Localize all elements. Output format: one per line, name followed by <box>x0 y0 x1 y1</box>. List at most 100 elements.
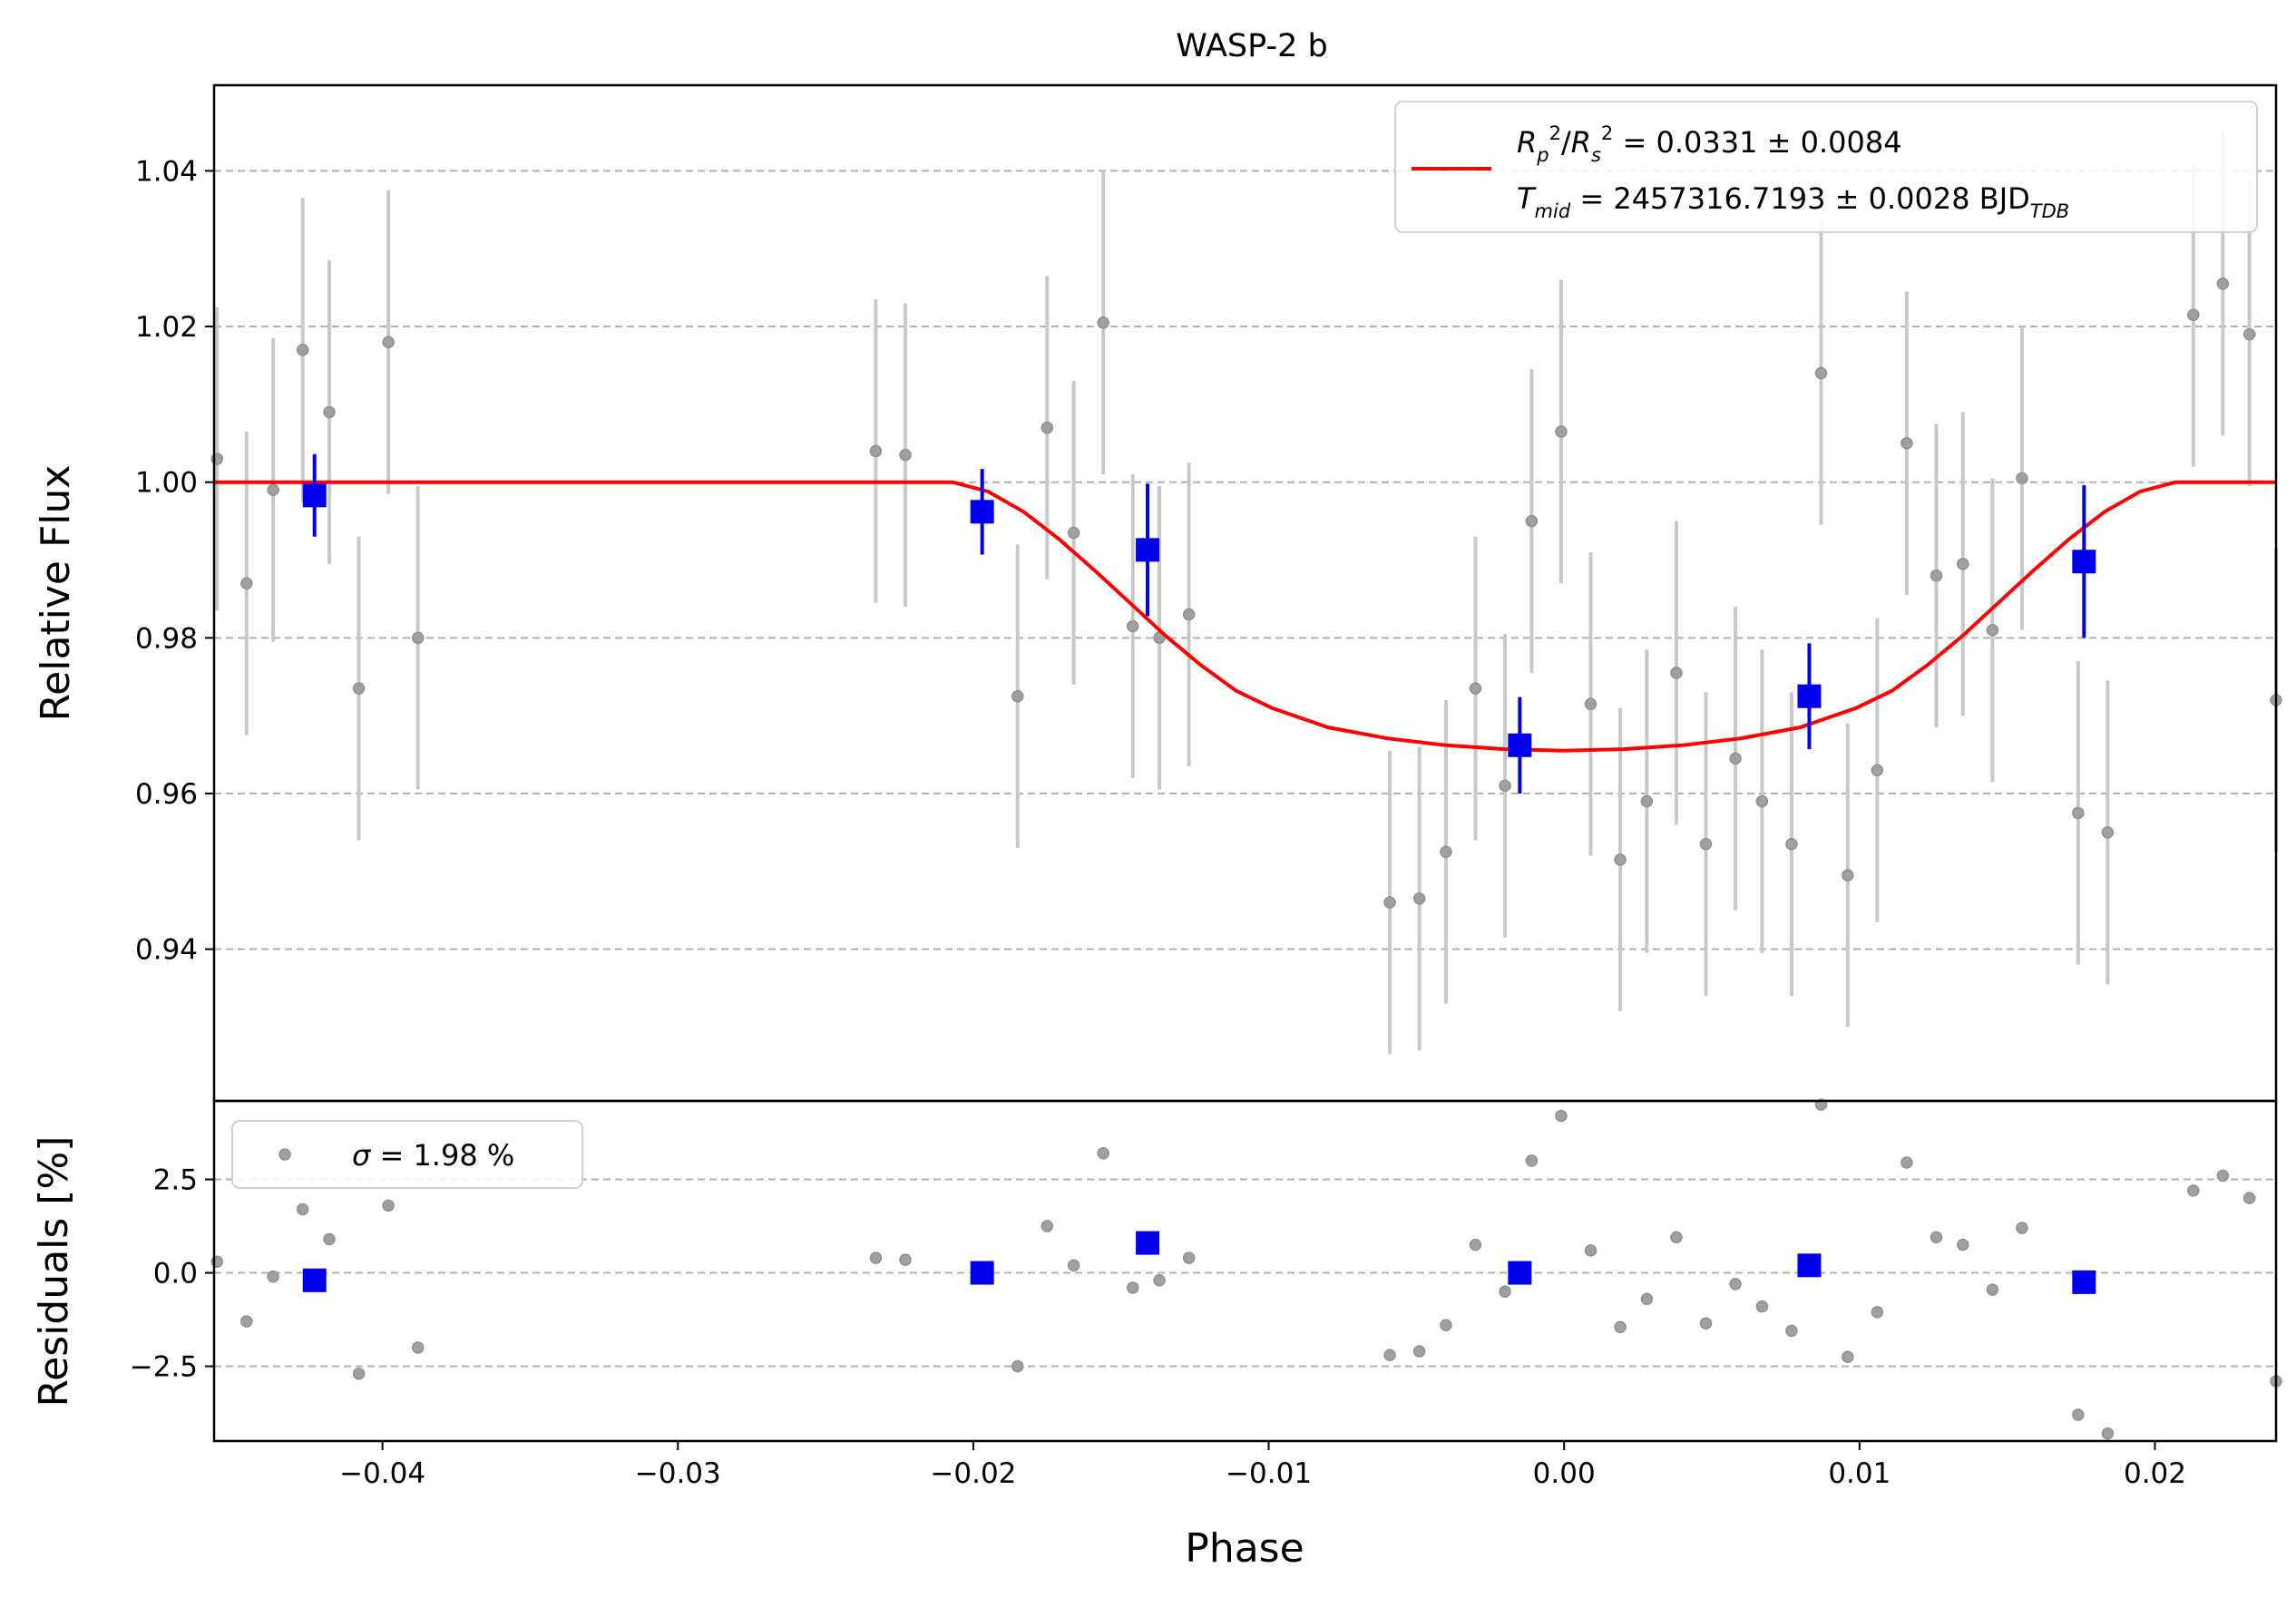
raw-point <box>411 631 425 645</box>
residual-point <box>1097 1146 1109 1160</box>
raw-point <box>1930 569 1943 582</box>
residual-point <box>2242 1192 2256 1204</box>
residual-point <box>1525 1154 1539 1167</box>
binned-residual <box>302 1268 327 1292</box>
residual-point <box>1153 1274 1166 1287</box>
top-legend-box <box>1394 101 2258 233</box>
raw-point <box>1067 526 1080 540</box>
model-line <box>214 480 2276 753</box>
residual-point <box>382 1199 395 1212</box>
residual-point <box>1555 1109 1568 1123</box>
raw-point <box>2187 308 2200 321</box>
residual-point <box>1930 1231 1943 1244</box>
binned-point <box>1136 538 1160 562</box>
residual-point <box>1383 1349 1396 1361</box>
bottom-legend-box <box>231 1120 583 1189</box>
raw-point <box>323 405 336 419</box>
xtick-label: 0.00 <box>1533 1457 1596 1490</box>
residual-point <box>1755 1300 1769 1313</box>
raw-point <box>1469 682 1482 695</box>
binned-residual <box>970 1261 994 1285</box>
raw-point <box>1584 697 1597 711</box>
light-curve-panel: 0.94 0.96 0.98 1.00 1.02 1.04 Relative Flux R… <box>33 83 2282 1103</box>
residual-point <box>323 1232 336 1246</box>
raw-point <box>240 577 253 590</box>
xtick-label: −0.02 <box>930 1457 1016 1490</box>
residual-point <box>2072 1408 2085 1421</box>
binned-residual <box>1797 1253 1822 1278</box>
raw-point <box>1614 853 1627 866</box>
xtick-label: 0.02 <box>2124 1457 2186 1490</box>
raw-point <box>352 682 366 695</box>
residual-point <box>1440 1319 1452 1332</box>
residual-point <box>869 1251 883 1264</box>
residual-point <box>1699 1317 1713 1329</box>
top-ytick-label: 1.02 <box>135 311 198 344</box>
bottom-y-ticks: −2.5 0.0 2.5 <box>130 1164 214 1384</box>
binned-point <box>1508 733 1532 757</box>
raw-point <box>1755 794 1769 808</box>
raw-point <box>1986 624 1999 637</box>
raw-point <box>2216 278 2230 290</box>
raw-point <box>1729 752 1742 765</box>
residual-point <box>1957 1238 1969 1251</box>
transit-model <box>214 480 2276 753</box>
residual-point <box>1041 1220 1054 1232</box>
raw-point <box>1499 779 1511 793</box>
x-axis-label: Phase <box>1185 1525 1304 1572</box>
raw-point <box>899 448 912 462</box>
bottom-ytick-label: 0.0 <box>153 1258 198 1290</box>
top-binned-points <box>302 453 2096 794</box>
residual-point <box>1842 1350 1854 1364</box>
binned-point <box>1797 684 1822 708</box>
residual-point <box>2216 1169 2230 1183</box>
residual-point <box>352 1368 366 1380</box>
residual-point <box>1011 1359 1024 1373</box>
residuals-panel: −2.5 0.0 2.5 −0.04 −0.03 −0.02 −0.01 0.00 0.01 0… <box>31 1098 2282 1572</box>
xtick-label: −0.04 <box>339 1457 425 1490</box>
residual-point <box>1182 1251 1196 1264</box>
raw-point <box>1440 845 1452 859</box>
bottom-legend: σ = 1.98 % <box>231 1120 583 1189</box>
top-legend-line1: Rp2/Rs2 = 0.0331 ± 0.0084 <box>1517 122 1902 166</box>
xtick-label: −0.01 <box>1226 1457 1312 1490</box>
residual-point <box>1499 1285 1511 1298</box>
raw-point <box>1670 667 1683 679</box>
raw-point <box>2072 806 2085 820</box>
top-ytick-label: 0.94 <box>135 934 198 967</box>
binned-point <box>2072 550 2096 574</box>
top-ytick-label: 0.96 <box>135 778 198 811</box>
raw-point <box>1699 838 1713 851</box>
bottom-grid <box>214 1178 2276 1368</box>
raw-point <box>1412 892 1426 905</box>
residual-point <box>1640 1292 1654 1306</box>
binned-residual <box>1508 1261 1532 1285</box>
raw-point <box>1097 316 1109 329</box>
raw-point <box>382 336 395 348</box>
raw-point <box>1871 764 1884 776</box>
top-ytick-label: 1.04 <box>135 155 198 188</box>
raw-point <box>1842 869 1854 881</box>
bottom-legend-text: σ = 1.98 % <box>352 1138 514 1173</box>
top-legend: Rp2/Rs2 = 0.0331 ± 0.0084 Tmid = 2457316… <box>1394 101 2258 233</box>
xtick-label: −0.03 <box>635 1457 721 1490</box>
binned-residual <box>2072 1270 2096 1294</box>
residual-point <box>1614 1320 1627 1334</box>
residual-point <box>1127 1281 1139 1294</box>
bottom-axes-frame <box>212 1099 2278 1443</box>
residual-point <box>1986 1283 1999 1296</box>
residual-point <box>267 1270 279 1283</box>
top-ytick-label: 1.00 <box>135 467 198 500</box>
residual-point <box>240 1315 253 1328</box>
xtick-label: 0.01 <box>1828 1457 1891 1490</box>
top-y-ticks: 0.94 0.96 0.98 1.00 1.02 1.04 <box>135 155 214 967</box>
bottom-ytick-label: 2.5 <box>153 1164 198 1197</box>
bottom-x-ticks: −0.04 −0.03 −0.02 −0.01 0.00 0.01 0.02 <box>339 1441 2186 1490</box>
residual-point <box>1067 1259 1080 1272</box>
bottom-y-axis-label: Residuals [%] <box>31 1136 77 1407</box>
residual-point <box>1584 1244 1597 1257</box>
raw-point <box>1814 366 1828 380</box>
raw-point <box>1785 838 1798 851</box>
binned-residual <box>1136 1231 1160 1255</box>
raw-point <box>1555 425 1568 438</box>
